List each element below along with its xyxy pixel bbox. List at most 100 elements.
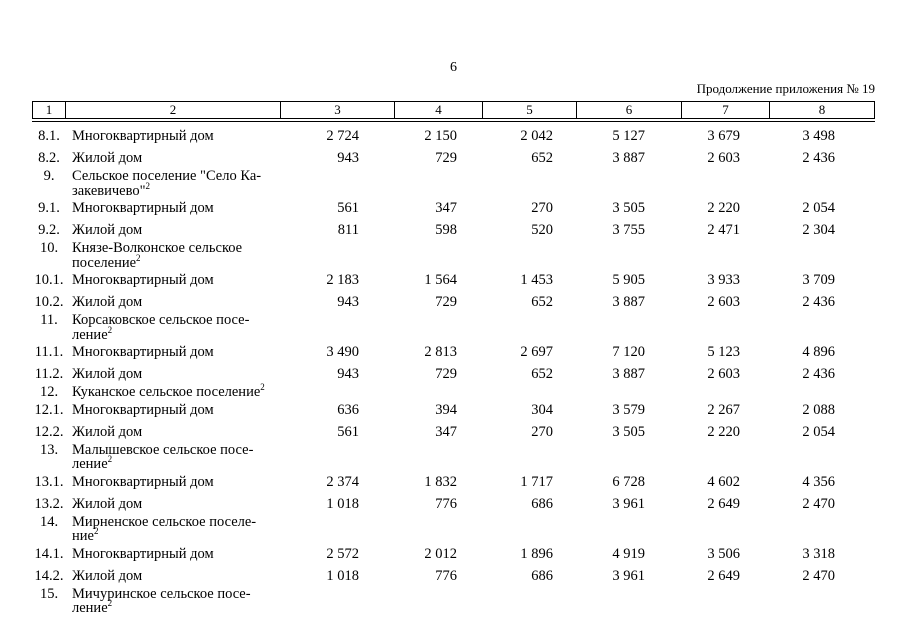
value-cell: 2 813	[424, 344, 457, 360]
value-cell: 7 120	[612, 344, 645, 360]
value-cell: 3 498	[802, 128, 835, 144]
value-cell: 729	[435, 294, 457, 310]
value-cell: 2 012	[424, 545, 457, 562]
header-underline	[32, 121, 875, 122]
table-row: 11.2. Жилой дом 943 729 652 3 887 2 603 2 436	[32, 367, 875, 382]
value-cell: 636	[337, 401, 359, 418]
row-number: 12.1.	[34, 401, 64, 418]
value-cell: 2 183	[326, 272, 359, 288]
row-number: 14.1.	[34, 545, 64, 562]
continuation-note: Продолжение приложения № 19	[696, 81, 875, 96]
row-label: Многоквартирный дом	[72, 545, 214, 562]
value-cell: 5 905	[612, 272, 645, 288]
value-cell: 598	[435, 222, 457, 238]
row-label: Жилой дом	[72, 222, 143, 238]
value-cell: 347	[435, 200, 457, 216]
table-row: 13.2. Жилой дом 1 018 776 686 3 961 2 649 2 470	[32, 495, 875, 512]
value-cell: 2 436	[802, 366, 835, 382]
value-cell: 1 717	[520, 473, 553, 490]
row-label: Многоквартирный дом	[72, 272, 214, 288]
value-cell: 561	[337, 423, 359, 440]
table-row: 10.2. Жилой дом 943 729 652 3 887 2 603 2 436	[32, 295, 875, 310]
table-header-cell-7: 7	[682, 101, 770, 119]
value-cell: 3 887	[612, 150, 645, 166]
value-cell: 3 961	[612, 567, 645, 584]
row-number: 13.2.	[34, 495, 64, 512]
value-cell: 3 506	[707, 545, 740, 562]
table-row: 12. Куканское сельское поселение2	[32, 382, 875, 400]
value-cell: 4 919	[612, 545, 645, 562]
table-header-cell-5: 5	[483, 101, 577, 119]
value-cell: 2 054	[802, 423, 835, 440]
value-cell: 2 267	[707, 401, 740, 418]
footnote-superscript: 2	[93, 526, 99, 537]
row-label: Жилой дом	[72, 495, 143, 512]
footnote-superscript: 2	[260, 382, 265, 393]
value-cell: 2 150	[424, 128, 457, 144]
row-number: 13.1.	[34, 473, 64, 490]
footnote-superscript: 2	[136, 252, 141, 263]
row-number: 10.1.	[34, 272, 64, 288]
value-cell: 3 755	[612, 222, 645, 238]
table-row: 12.1. Многоквартирный дом 636 394 304 3 579 2 …	[32, 401, 875, 418]
value-cell: 1 564	[424, 272, 457, 288]
table-header-cell-2: 2	[66, 101, 281, 119]
value-cell: 4 896	[802, 344, 835, 360]
row-label: Малышевское сельское посе-ление2	[72, 441, 254, 472]
value-cell: 943	[337, 150, 359, 166]
value-cell: 3 709	[802, 272, 835, 288]
table-row: 10.1. Многоквартирный дом 2 183 1 564 1 453 5…	[32, 273, 875, 288]
table-header-cell-4: 4	[395, 101, 483, 119]
table-row: 8.2. Жилой дом 943 729 652 3 887 2 603 2 436	[32, 151, 875, 166]
table-header-cell-1: 1	[32, 101, 66, 119]
value-cell: 2 054	[802, 200, 835, 216]
table-row: 12.2. Жилой дом 561 347 270 3 505 2 220 2 054	[32, 423, 875, 440]
row-label: Жилой дом	[72, 150, 143, 166]
row-number: 10.2.	[34, 294, 64, 310]
row-label: Многоквартирный дом	[72, 344, 214, 360]
value-cell: 2 436	[802, 150, 835, 166]
row-number: 11.2.	[34, 366, 64, 382]
value-cell: 776	[435, 567, 457, 584]
value-cell: 2 042	[520, 128, 553, 144]
value-cell: 1 453	[520, 272, 553, 288]
value-cell: 1 018	[326, 567, 359, 584]
value-cell: 304	[531, 401, 553, 418]
value-cell: 1 896	[520, 545, 553, 562]
table-row: 10. Князе-Волконское сельское поселение2	[32, 241, 875, 270]
table-row: 15. Мичуринское сельское посе-ление2	[32, 585, 875, 616]
row-label: Многоквартирный дом	[72, 200, 214, 216]
value-cell: 4 602	[707, 473, 740, 490]
table-row: 14.2. Жилой дом 1 018 776 686 3 961 2 649 2 470	[32, 567, 875, 584]
row-number: 15.	[39, 585, 59, 602]
value-cell: 652	[531, 150, 553, 166]
value-cell: 943	[337, 294, 359, 310]
table-row: 14. Мирненское сельское поселе-ние2	[32, 513, 875, 544]
value-cell: 6 728	[612, 473, 645, 490]
value-cell: 729	[435, 366, 457, 382]
value-cell: 1 018	[326, 495, 359, 512]
row-number: 9.1.	[38, 200, 60, 216]
row-label: Многоквартирный дом	[72, 401, 214, 418]
value-cell: 1 832	[424, 473, 457, 490]
value-cell: 3 579	[612, 401, 645, 418]
row-label: Многоквартирный дом	[72, 473, 214, 490]
value-cell: 4 356	[802, 473, 835, 490]
row-label: Жилой дом	[72, 366, 143, 382]
table-header-cell-8: 8	[770, 101, 875, 119]
value-cell: 394	[435, 401, 457, 418]
value-cell: 2 374	[326, 473, 359, 490]
row-label: Многоквартирный дом	[72, 128, 214, 144]
value-cell: 3 933	[707, 272, 740, 288]
table-row: 9.2. Жилой дом 811 598 520 3 755 2 471 2 304	[32, 223, 875, 238]
value-cell: 776	[435, 495, 457, 512]
row-number: 10.	[39, 240, 59, 256]
value-cell: 270	[531, 200, 553, 216]
value-cell: 2 220	[707, 200, 740, 216]
footnote-superscript: 2	[107, 598, 113, 609]
table-row: 11.1. Многоквартирный дом 3 490 2 813 2 697 7…	[32, 345, 875, 360]
value-cell: 3 961	[612, 495, 645, 512]
row-number: 14.	[39, 513, 59, 530]
value-cell: 811	[337, 222, 359, 238]
